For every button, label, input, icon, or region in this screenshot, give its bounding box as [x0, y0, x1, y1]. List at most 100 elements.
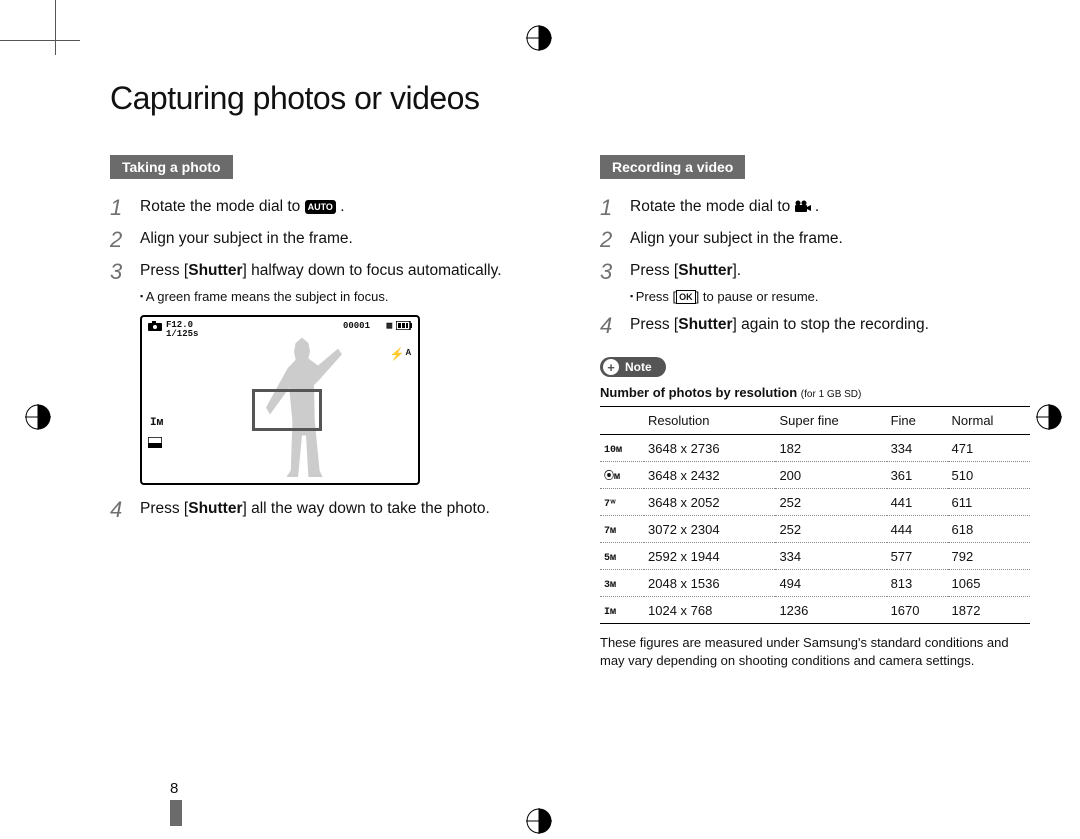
step-text: Press [	[140, 262, 188, 279]
step-2: 2 Align your subject in the frame.	[600, 229, 1030, 251]
resolution-icon: ⦿ᴍ	[604, 467, 638, 483]
step-text: ].	[732, 262, 741, 279]
cell-superfine: 252	[775, 489, 886, 516]
cell-normal: 510	[948, 462, 1030, 489]
sub-step: Press [OK] to pause or resume.	[630, 288, 819, 306]
table-row: 10ᴍ 3648 x 2736182334471	[600, 435, 1030, 462]
cell-fine: 441	[887, 489, 948, 516]
cell-fine: 444	[887, 516, 948, 543]
quality-icon	[148, 437, 162, 451]
cell-superfine: 182	[775, 435, 886, 462]
cell-fine: 361	[887, 462, 948, 489]
table-row: 5ᴍ 2592 x 1944334577792	[600, 543, 1030, 570]
cell-resolution: 3648 x 2052	[644, 489, 775, 516]
cell-superfine: 1236	[775, 597, 886, 624]
resolution-icon: 5ᴍ	[604, 553, 638, 564]
table-footnote: These ﬁgures are measured under Samsung'…	[600, 634, 1030, 669]
taking-photo-section: Taking a photo 1 Rotate the mode dial to…	[110, 155, 540, 670]
cell-normal: 611	[948, 489, 1030, 516]
cell-fine: 577	[887, 543, 948, 570]
memory-icon: ▥	[387, 321, 392, 331]
step-text: Align your subject in the frame.	[630, 229, 843, 250]
table-row: Iᴍ1024 x 768123616701872	[600, 597, 1030, 624]
step-number: 4	[600, 315, 616, 337]
col-superfine: Super fine	[775, 407, 886, 435]
cell-normal: 1872	[948, 597, 1030, 624]
cell-fine: 334	[887, 435, 948, 462]
step-2: 2 Align your subject in the frame.	[110, 229, 540, 251]
resolution-icon: 7ʷ	[604, 499, 638, 510]
video-mode-icon	[795, 198, 811, 210]
resolution-icon: 3ᴍ	[604, 580, 638, 591]
page-number-bar	[170, 800, 182, 826]
step-text: ] all the way down to take the photo.	[242, 500, 489, 517]
step-number: 2	[110, 229, 126, 251]
table-row: 7ʷ 3648 x 2052252441611	[600, 489, 1030, 516]
cell-normal: 471	[948, 435, 1030, 462]
step-text: .	[815, 198, 819, 215]
auto-mode-icon: AUTO	[305, 200, 336, 214]
note-label: Note	[625, 360, 652, 374]
sub-step: A green frame means the subject in focus…	[140, 288, 502, 306]
shutter-label: Shutter	[188, 500, 242, 517]
resolution-table: Resolution Super fine Fine Normal 10ᴍ364…	[600, 406, 1030, 624]
cell-superfine: 334	[775, 543, 886, 570]
col-fine: Fine	[887, 407, 948, 435]
cell-resolution: 2592 x 1944	[644, 543, 775, 570]
crop-mark	[55, 0, 56, 55]
shutter-label: Shutter	[678, 262, 732, 279]
cell-fine: 1670	[887, 597, 948, 624]
step-text: ] again to stop the recording.	[732, 316, 928, 333]
section-heading: Recording a video	[600, 155, 745, 179]
shutter-label: Shutter	[678, 316, 732, 333]
note-badge: + Note	[600, 357, 666, 377]
step-number: 4	[110, 499, 126, 521]
cell-normal: 1065	[948, 570, 1030, 597]
resolution-icon: 7ᴍ	[604, 526, 638, 537]
resolution-icon: 10ᴍ	[604, 445, 638, 456]
step-number: 3	[600, 261, 616, 283]
step-3: 3 Press [Shutter] halfway down to focus …	[110, 261, 540, 305]
page-title: Capturing photos or videos	[110, 80, 1030, 117]
cell-normal: 618	[948, 516, 1030, 543]
recording-video-section: Recording a video 1 Rotate the mode dial…	[600, 155, 1030, 670]
battery-icon	[396, 321, 412, 333]
registration-mark-icon	[526, 808, 552, 834]
cell-resolution: 3648 x 2736	[644, 435, 775, 462]
page-number: 8	[170, 780, 178, 797]
step-4: 4 Press [Shutter] all the way down to ta…	[110, 499, 540, 521]
step-text: Rotate the mode dial to	[140, 198, 305, 215]
plus-icon: +	[603, 359, 619, 375]
step-4: 4 Press [Shutter] again to stop the reco…	[600, 315, 1030, 337]
cell-superfine: 252	[775, 516, 886, 543]
step-1: 1 Rotate the mode dial to .	[600, 197, 1030, 219]
cell-resolution: 1024 x 768	[644, 597, 775, 624]
flash-icon: ⚡ᴬ	[390, 347, 412, 362]
size-icon: Iᴍ	[150, 417, 163, 429]
table-row: 3ᴍ2048 x 15364948131065	[600, 570, 1030, 597]
counter-readout: 00001	[343, 321, 370, 331]
focus-frame-icon	[252, 389, 322, 431]
cell-resolution: 3648 x 2432	[644, 462, 775, 489]
step-text: Press [	[630, 262, 678, 279]
registration-mark-icon	[25, 404, 51, 430]
step-text: Align your subject in the frame.	[140, 229, 353, 250]
step-number: 1	[110, 197, 126, 219]
table-caption: Number of photos by resolution (for 1 GB…	[600, 385, 1030, 400]
cell-normal: 792	[948, 543, 1030, 570]
step-number: 1	[600, 197, 616, 219]
step-text: Press [	[140, 500, 188, 517]
step-text: .	[340, 198, 344, 215]
registration-mark-icon	[1036, 404, 1062, 430]
cell-resolution: 2048 x 1536	[644, 570, 775, 597]
lcd-preview-illustration: F12.0 1/125s 00001 ▥ ⚡ᴬ Iᴍ	[140, 315, 420, 485]
step-text: Press [	[630, 316, 678, 333]
col-normal: Normal	[948, 407, 1030, 435]
cell-fine: 813	[887, 570, 948, 597]
step-number: 2	[600, 229, 616, 251]
step-3: 3 Press [Shutter]. Press [OK] to pause o…	[600, 261, 1030, 305]
step-1: 1 Rotate the mode dial to AUTO .	[110, 197, 540, 219]
table-row: ⦿ᴍ3648 x 2432200361510	[600, 462, 1030, 489]
registration-mark-icon	[526, 25, 552, 51]
camera-icon	[148, 321, 162, 334]
